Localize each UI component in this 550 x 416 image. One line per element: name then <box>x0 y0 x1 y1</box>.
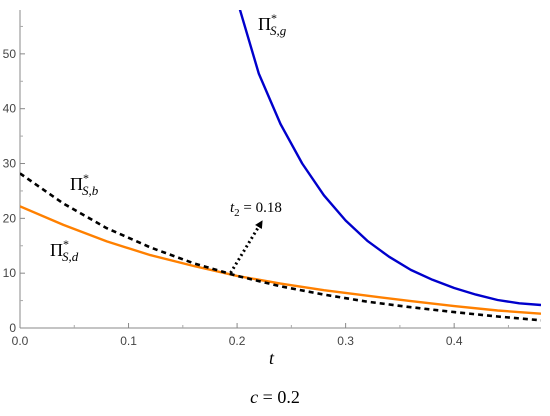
x-tick-label: 0.0 <box>12 334 29 348</box>
annotation-arrow <box>229 220 263 274</box>
x-tick-label: 0.3 <box>337 334 354 348</box>
y-tick-label: 20 <box>3 211 17 225</box>
series-label-b: Π* S,b <box>70 171 99 198</box>
x-axis-label: t <box>269 348 275 368</box>
axes <box>19 10 541 329</box>
y-tick-label: 0 <box>9 321 16 335</box>
y-tick-label: 40 <box>3 102 17 116</box>
x-tick-label: 0.1 <box>120 334 137 348</box>
series-line-g <box>238 10 541 307</box>
series-line-d <box>20 205 541 315</box>
y-tick-label: 10 <box>3 266 17 280</box>
series-line-b <box>20 172 541 322</box>
series-label-d: Π* S,d <box>50 237 79 264</box>
x-tick-label: 0.2 <box>229 334 246 348</box>
y-tick-label: 50 <box>3 47 17 61</box>
chart-caption: c = 0.2 <box>250 387 300 407</box>
y-tick-label: 30 <box>3 157 17 171</box>
x-tick-label: 0.4 <box>446 334 463 348</box>
series-label-g: Π* S,g <box>258 11 287 38</box>
annotation-t2: t2 = 0.18 <box>230 200 282 219</box>
ticks: 0.0 0.1 0.2 0.3 0.4 0 10 20 30 40 50 <box>3 25 509 348</box>
series-layer <box>20 10 541 322</box>
